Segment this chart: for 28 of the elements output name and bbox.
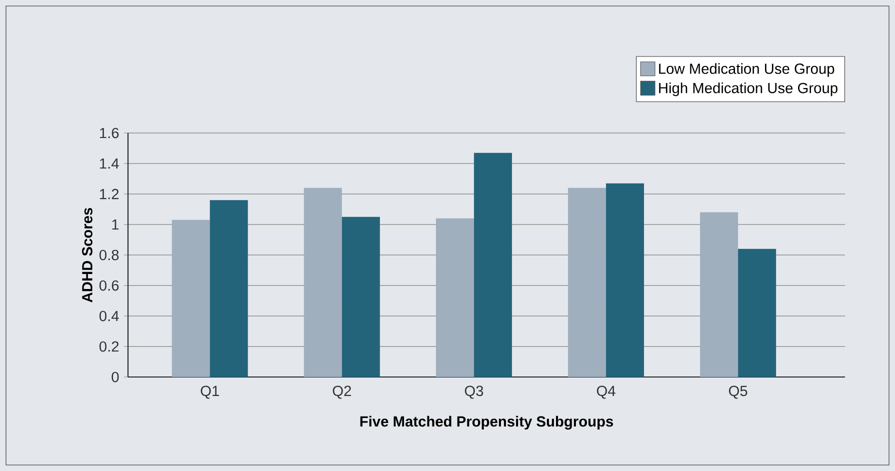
x-axis-title: Five Matched Propensity Subgroups	[360, 416, 614, 430]
x-tick-label: Q5	[728, 386, 748, 399]
y-tick-label: 1.4	[100, 158, 119, 169]
x-tick-label: Q1	[200, 386, 219, 399]
legend-label: Low Medication Use Group	[659, 63, 834, 77]
bar	[172, 220, 210, 377]
bar	[474, 152, 512, 377]
bar	[568, 188, 606, 377]
x-tick-label: Q2	[332, 386, 351, 399]
bar	[342, 216, 380, 377]
y-tick-label: 0.8	[99, 250, 119, 260]
y-tick-label: 1.6	[100, 128, 119, 138]
bar	[738, 248, 776, 377]
y-tick-label: 0.4	[99, 310, 119, 322]
bar	[700, 212, 738, 377]
y-tick-label: 0	[112, 372, 119, 382]
y-axis-title: ADHD Scores	[82, 208, 92, 302]
bar	[304, 188, 342, 377]
y-tick-label: 0.6	[99, 280, 119, 291]
x-tick-label: Q3	[464, 386, 484, 399]
bar	[210, 200, 248, 377]
bar	[606, 183, 644, 377]
y-tick-label: 1.2	[100, 188, 119, 200]
x-tick-label: Q4	[596, 386, 616, 399]
bar	[436, 218, 474, 377]
y-tick-label: 1	[112, 219, 119, 230]
y-tick-label: 0.2	[99, 341, 119, 352]
legend-label: High Medication Use Group	[659, 82, 838, 96]
